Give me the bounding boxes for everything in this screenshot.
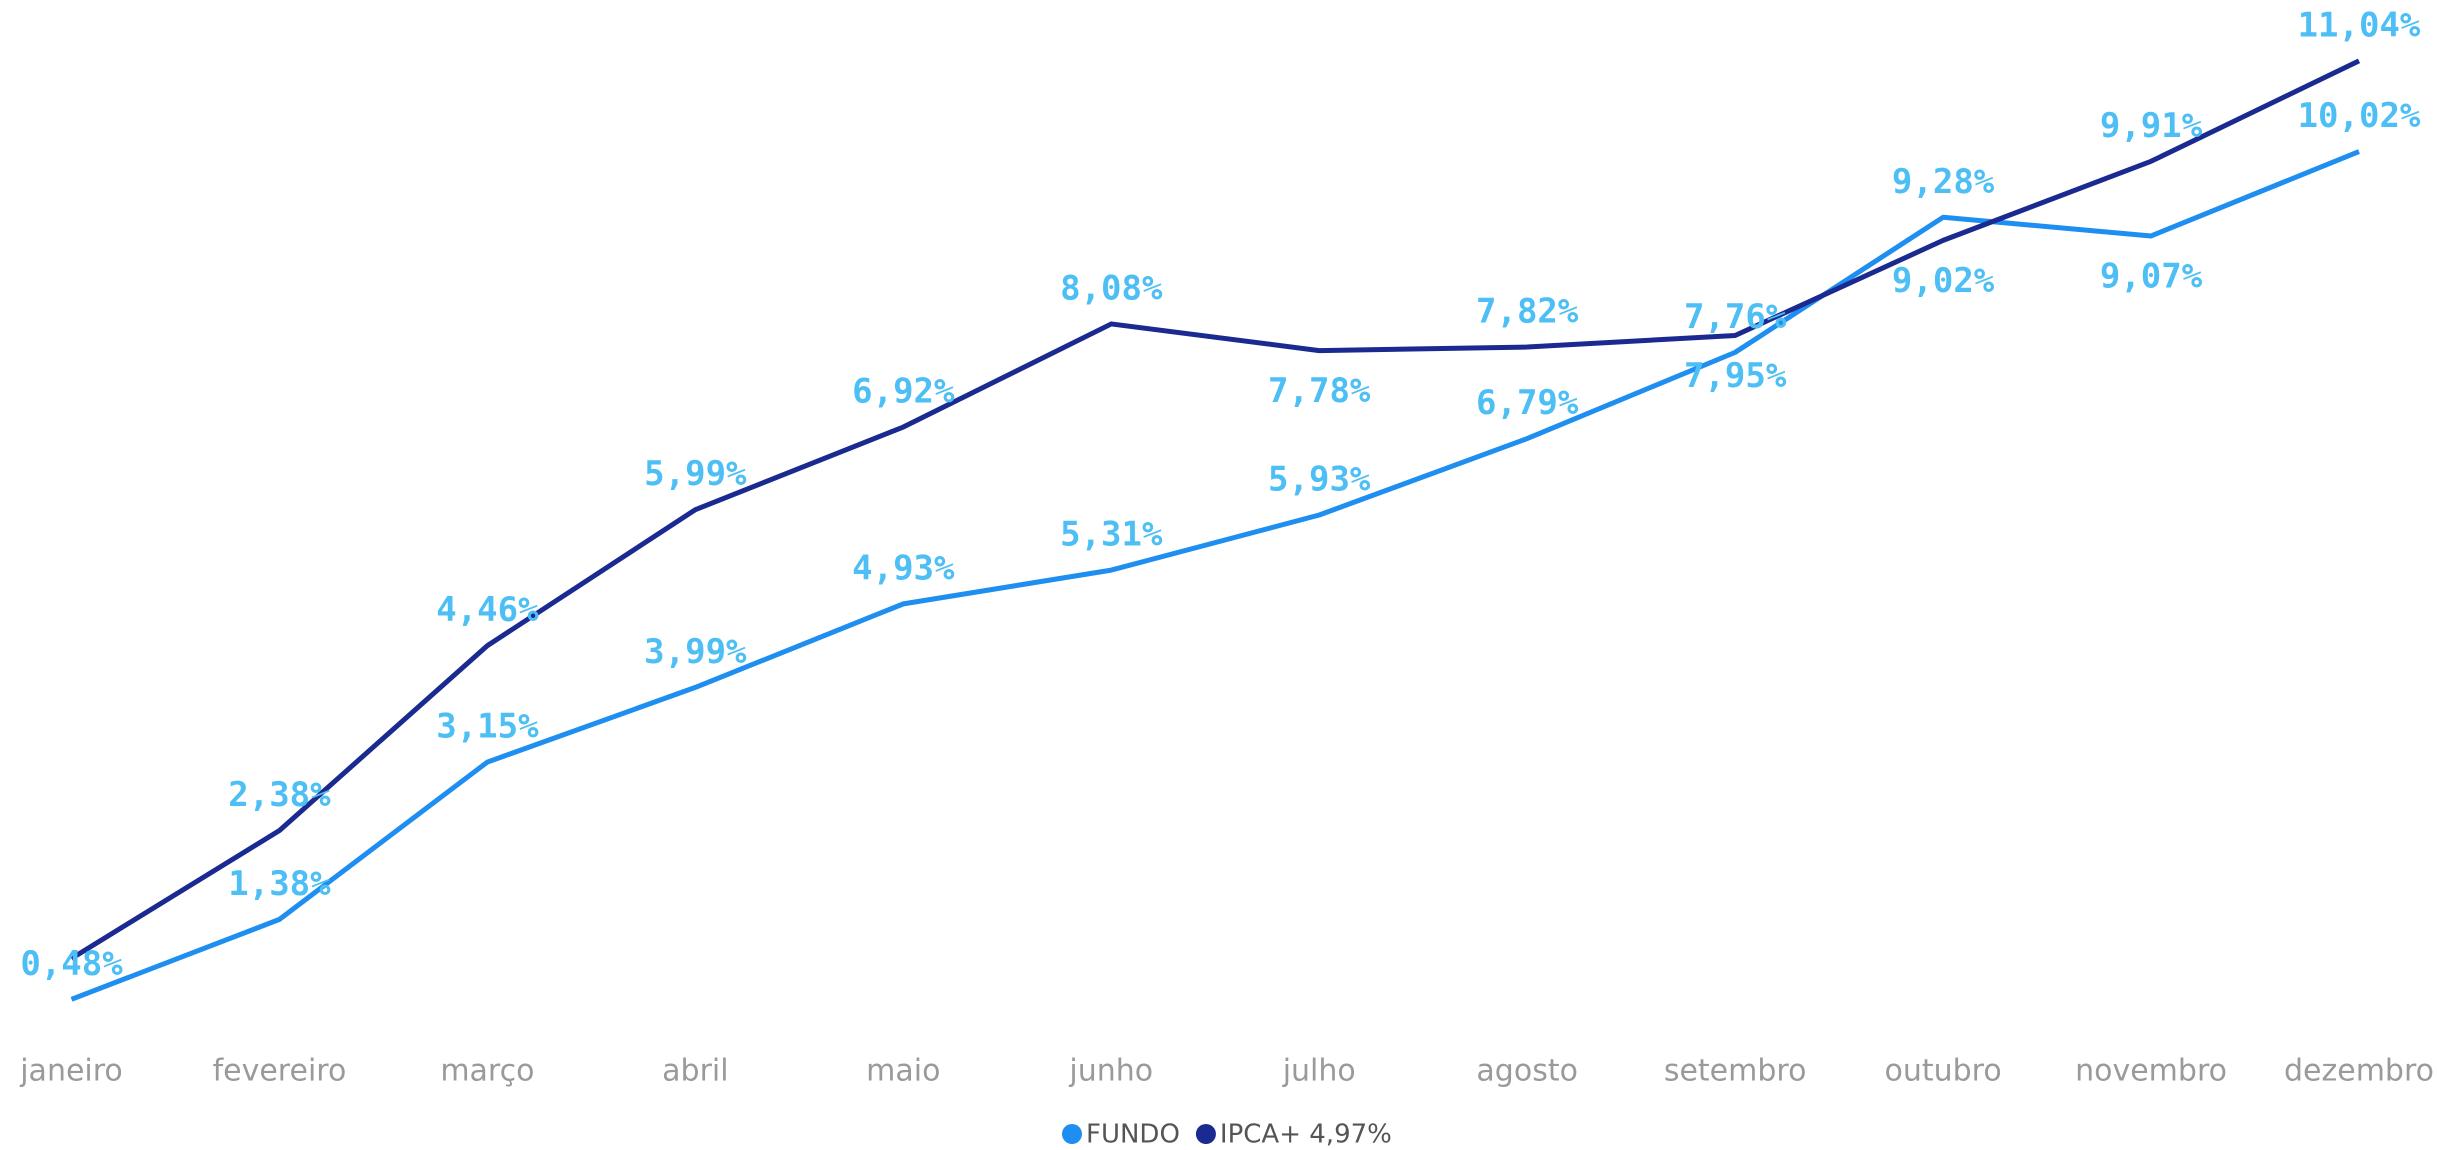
x-tick-label: março xyxy=(440,1054,534,1089)
line-series xyxy=(70,58,2361,961)
data-label: 6,92% xyxy=(852,372,955,412)
data-label: 1,38% xyxy=(228,864,331,904)
x-tick-label: maio xyxy=(866,1054,940,1089)
x-tick-label: julho xyxy=(1282,1054,1356,1089)
data-label: 3,99% xyxy=(644,632,747,672)
x-tick-label: junho xyxy=(1068,1054,1153,1089)
legend-label: FUNDO xyxy=(1086,1120,1180,1150)
data-label: 10,02% xyxy=(2298,96,2421,136)
data-label: 6,79% xyxy=(1476,383,1579,423)
legend-marker xyxy=(1195,1124,1216,1144)
x-tick-label: outubro xyxy=(1884,1054,2001,1089)
data-label: 4,46% xyxy=(436,590,539,630)
legend-marker xyxy=(1062,1124,1082,1144)
data-label: 9,07% xyxy=(2100,256,2203,296)
data-label: 9,28% xyxy=(1892,162,1995,202)
data-label: 9,02% xyxy=(1892,261,1995,301)
x-tick-label: abril xyxy=(662,1054,728,1089)
line-series xyxy=(70,149,2360,1002)
data-label: 11,04% xyxy=(2298,5,2421,45)
data-label: 7,95% xyxy=(1684,356,1787,396)
data-label: 0,48% xyxy=(20,944,123,984)
x-tick-label: setembro xyxy=(1664,1054,1807,1089)
data-label: 4,93% xyxy=(852,548,955,588)
legend-label: IPCA+ 4,97% xyxy=(1220,1120,1392,1150)
x-tick-label: agosto xyxy=(1476,1054,1578,1089)
x-tick-label: fevereiro xyxy=(213,1054,347,1089)
data-label: 8,08% xyxy=(1060,268,1163,308)
x-tick-label: novembro xyxy=(2075,1054,2227,1089)
data-label: 7,82% xyxy=(1476,292,1579,332)
data-label: 3,15% xyxy=(436,707,539,747)
data-label: 5,99% xyxy=(644,454,747,494)
data-label: 9,91% xyxy=(2100,106,2203,146)
data-label: 7,76% xyxy=(1684,297,1787,337)
data-label: 5,93% xyxy=(1268,460,1371,500)
data-label: 5,31% xyxy=(1060,515,1163,555)
data-label: 7,78% xyxy=(1268,371,1371,411)
x-tick-label: dezembro xyxy=(2284,1054,2434,1089)
data-label: 2,38% xyxy=(228,775,331,815)
x-tick-label: janeiro xyxy=(19,1054,123,1089)
